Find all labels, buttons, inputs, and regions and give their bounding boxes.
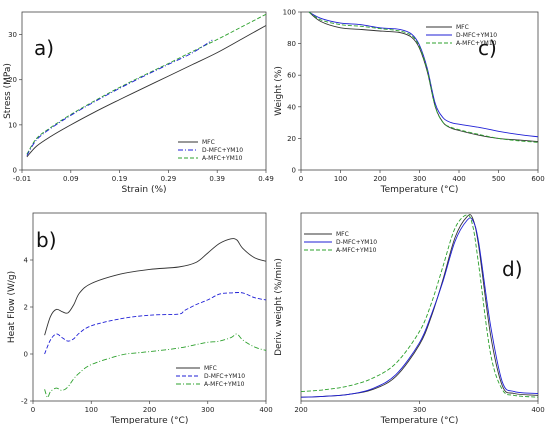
panel-3-legend-label-mfc: MFC bbox=[336, 231, 349, 238]
panel-3-series-mfc-line bbox=[300, 214, 539, 398]
panel-2-xtick-label: 300 bbox=[201, 406, 214, 414]
panel-0-xtick-label: 0.39 bbox=[209, 175, 225, 183]
panel-1-panel-label: c) bbox=[478, 36, 497, 60]
panel-1-xtick-label: 500 bbox=[492, 175, 505, 183]
panel-2-panel-label: b) bbox=[36, 228, 57, 252]
panel-0-xtick-label: 0.09 bbox=[63, 175, 79, 183]
panel-2-legend-label-mfc: MFC bbox=[204, 365, 217, 372]
panel-0-legend-label-dmfc: D-MFC+YM10 bbox=[202, 147, 243, 154]
panel-0-y-axis-title: Stress (MPa) bbox=[3, 63, 13, 119]
panel-0-legend-label-amfc: A-MFC+YM10 bbox=[202, 155, 243, 162]
panel-1-ytick-label: 20 bbox=[287, 135, 296, 143]
panel-2-legend-label-dmfc: D-MFC+YM10 bbox=[204, 373, 245, 380]
panel-2-xtick-label: 200 bbox=[143, 406, 156, 414]
panel-2-y-axis-title: Heat Flow (W/g) bbox=[7, 271, 17, 343]
panel-1-xtick-label: 0 bbox=[299, 175, 303, 183]
panel-2-x-axis-title: Temperature (°C) bbox=[110, 416, 189, 424]
panel-1-ytick-label: 0 bbox=[292, 167, 296, 175]
panel-1-series-amfc-line bbox=[308, 11, 539, 143]
panel-1-xtick-label: 600 bbox=[531, 175, 544, 183]
panel-2-series-mfc-line bbox=[44, 238, 267, 336]
panel-3-x-axis-title: Temperature (°C) bbox=[380, 416, 459, 424]
panel-1-ytick-label: 40 bbox=[287, 103, 296, 111]
panel-1-series-dmfc-line bbox=[308, 11, 539, 138]
panel-2-xtick-label: 100 bbox=[85, 406, 98, 414]
panel-2-xtick-label: 400 bbox=[259, 406, 272, 414]
panel-3-xtick-label: 400 bbox=[531, 406, 544, 414]
panel-1-y-axis-title: Weight (%) bbox=[274, 66, 284, 116]
panel-0-xtick-label: 0.49 bbox=[258, 175, 274, 183]
panel-0-xtick-label: 0.29 bbox=[161, 175, 177, 183]
panel-0-axes-frame bbox=[21, 11, 267, 171]
panel-1-xtick-label: 300 bbox=[413, 175, 426, 183]
panel-3-legend-label-amfc: A-MFC+YM10 bbox=[336, 247, 377, 254]
panel-0-ytick-label: 0 bbox=[13, 167, 17, 175]
panel-0-ytick-label: 30 bbox=[8, 31, 17, 39]
panel-3-legend-label-dmfc: D-MFC+YM10 bbox=[336, 239, 377, 246]
panel-0-ytick-label: 10 bbox=[8, 121, 17, 129]
panel-0-panel-label: a) bbox=[34, 36, 54, 60]
panel-2-ytick-label: 0 bbox=[24, 351, 28, 359]
panel-2-ytick-label: -2 bbox=[21, 398, 28, 406]
panel-3-y-axis-title: Deriv. weight (%/min) bbox=[274, 258, 284, 356]
panel-1-xtick-label: 200 bbox=[373, 175, 386, 183]
panel-2-series-dmfc-line bbox=[44, 292, 267, 355]
panel-3-xtick-label: 300 bbox=[413, 406, 426, 414]
panel-3-series-amfc-line bbox=[300, 214, 539, 398]
panel-1-legend-label-amfc: A-MFC+YM10 bbox=[456, 40, 497, 47]
panel-2-ytick-label: 4 bbox=[24, 257, 29, 265]
panel-1-xtick-label: 400 bbox=[452, 175, 465, 183]
panel-1-ytick-label: 60 bbox=[287, 72, 296, 80]
panel-0-legend-label-mfc: MFC bbox=[202, 139, 215, 146]
panel-2-ytick-label: 2 bbox=[24, 304, 28, 312]
panel-0-xtick-label: -0.01 bbox=[13, 175, 31, 183]
panel-1-series-mfc-line bbox=[308, 11, 539, 143]
panel-1-legend-label-mfc: MFC bbox=[456, 24, 469, 31]
panel-2-series-amfc-line bbox=[44, 333, 267, 398]
panel-0-xtick-label: 0.19 bbox=[112, 175, 128, 183]
panel-0-x-axis-title: Strain (%) bbox=[121, 185, 166, 195]
panel-2-legend-label-amfc: A-MFC+YM10 bbox=[204, 381, 245, 388]
panel-3-panel-label: d) bbox=[502, 257, 523, 281]
panel-0-series-mfc-line bbox=[26, 25, 267, 158]
panel-1-legend-label-dmfc: D-MFC+YM10 bbox=[456, 32, 497, 39]
panel-1-x-axis-title: Temperature (°C) bbox=[380, 185, 459, 195]
panel-3-xtick-label: 200 bbox=[294, 406, 307, 414]
panel-1-ytick-label: 80 bbox=[287, 40, 296, 48]
panel-0-ytick-label: 20 bbox=[8, 76, 17, 84]
panel-1-xtick-label: 100 bbox=[334, 175, 347, 183]
panel-0-series-dmfc-line bbox=[26, 39, 213, 156]
panel-2-xtick-label: 0 bbox=[31, 406, 35, 414]
panel-0-series-amfc-line bbox=[26, 13, 267, 155]
panel-3-series-dmfc-line bbox=[300, 217, 539, 398]
panel-1-ytick-label: 100 bbox=[283, 9, 296, 17]
panel-1-axes-frame bbox=[300, 11, 539, 171]
